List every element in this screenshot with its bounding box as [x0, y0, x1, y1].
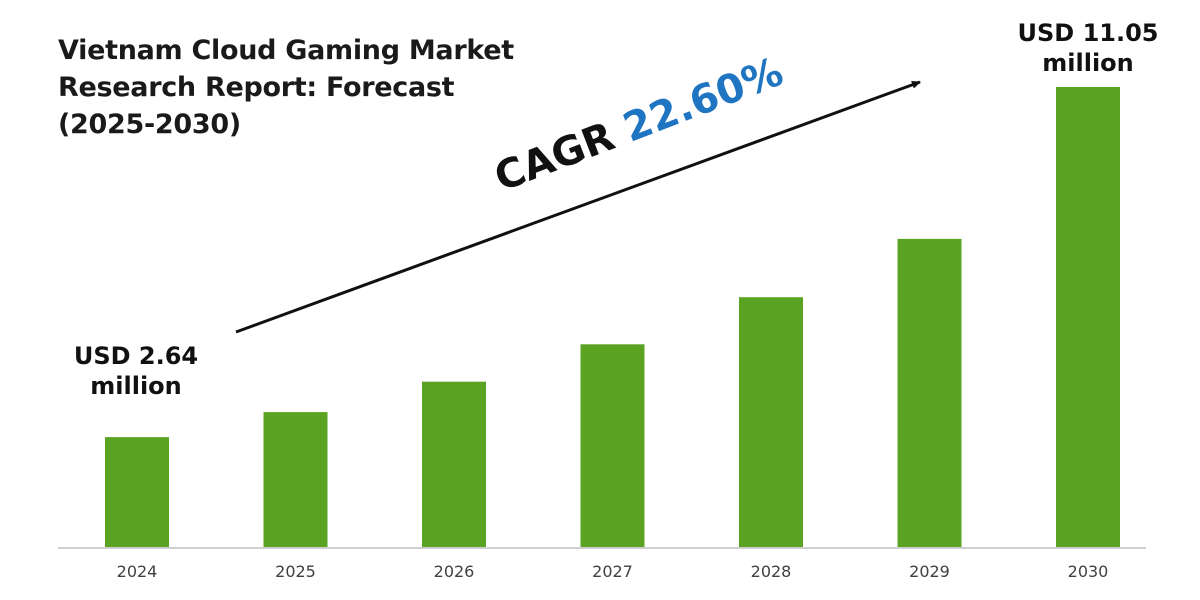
bar-2025 — [263, 412, 328, 547]
bar-2027 — [580, 344, 645, 547]
title-line-1: Vietnam Cloud Gaming Market — [58, 35, 514, 66]
x-tick-label-2024: 2024 — [117, 562, 158, 581]
x-tick-label-2026: 2026 — [434, 562, 475, 581]
bar-2026 — [422, 381, 486, 547]
bar-2030 — [1056, 87, 1120, 547]
end-value-line-2: million — [1042, 49, 1134, 77]
x-tick-label-2025: 2025 — [275, 562, 316, 581]
start-value-line-1: USD 2.64 — [73, 342, 199, 370]
title-line-3: (2025-2030) — [58, 109, 241, 140]
bar-2029 — [897, 238, 962, 547]
bar-2024 — [105, 437, 169, 547]
title-line-2: Research Report: Forecast — [58, 72, 455, 103]
bars-group — [105, 87, 1120, 547]
x-tick-label-2029: 2029 — [909, 562, 950, 581]
x-tick-label-2030: 2030 — [1068, 562, 1109, 581]
start-value-label: USD 2.64 million — [56, 341, 216, 401]
end-value-label: USD 11.05 million — [1008, 18, 1168, 78]
end-value-line-1: USD 11.05 — [1017, 19, 1159, 47]
x-tick-labels: 2024 2025 2026 2027 2028 2029 2030 — [117, 562, 1109, 581]
chart-title: Vietnam Cloud Gaming Market Research Rep… — [58, 32, 538, 143]
cagr-trend-arrow — [235, 80, 921, 334]
x-tick-label-2027: 2027 — [592, 562, 633, 581]
start-value-line-2: million — [90, 372, 182, 400]
bar-2028 — [739, 297, 803, 547]
x-tick-label-2028: 2028 — [751, 562, 792, 581]
